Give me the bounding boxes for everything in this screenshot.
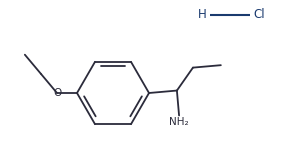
Text: O: O [53, 88, 61, 98]
Text: Cl: Cl [253, 9, 265, 21]
Text: NH₂: NH₂ [169, 117, 189, 128]
Text: H: H [198, 9, 207, 21]
